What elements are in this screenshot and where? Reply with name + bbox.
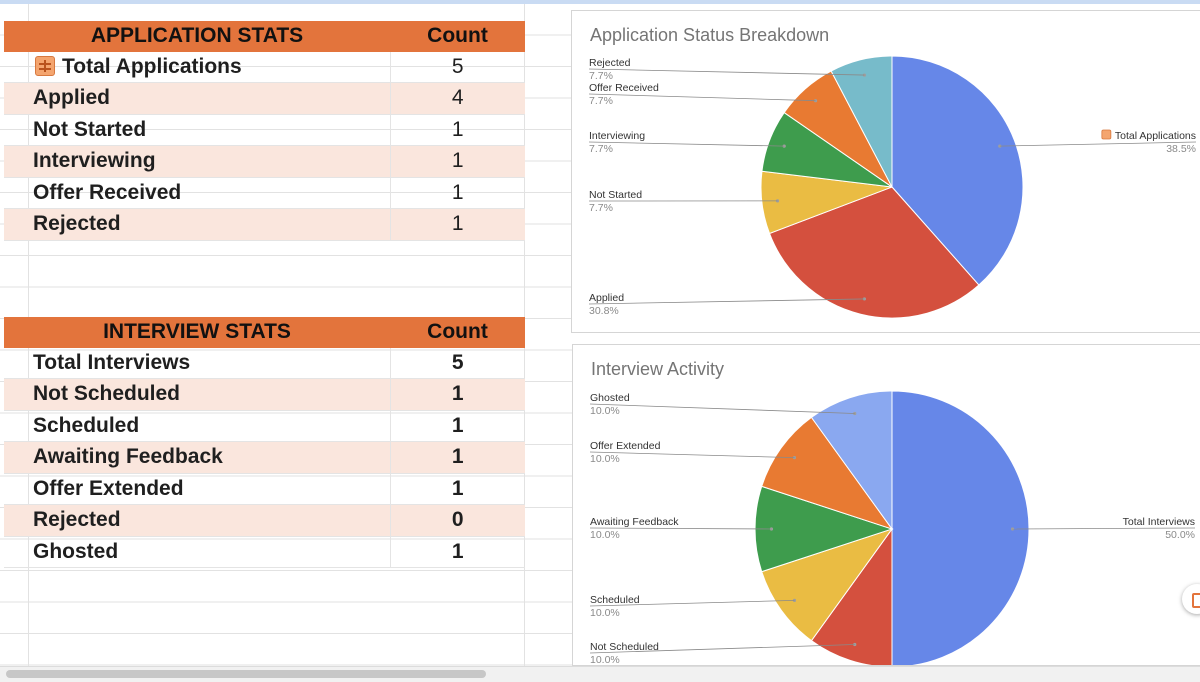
slice-percent-label: 30.8% xyxy=(589,305,619,317)
table-row: Offer Extended 1 xyxy=(4,473,525,505)
row-count[interactable]: 1 xyxy=(390,209,525,241)
slice-label: Not Scheduled xyxy=(590,641,659,653)
slice-percent-label: 50.0% xyxy=(1165,529,1195,541)
slice-label: Not Started xyxy=(589,189,642,201)
slice-percent-label: 38.5% xyxy=(1166,143,1196,155)
leader-line xyxy=(590,452,794,458)
row-label[interactable]: Applied xyxy=(4,83,390,115)
slice-label: Scheduled xyxy=(590,594,640,606)
leader-line xyxy=(589,94,816,101)
slice-label: Applied xyxy=(589,292,624,304)
slice-percent-label: 7.7% xyxy=(589,95,613,107)
table-row: Not Scheduled 1 xyxy=(4,379,525,411)
row-count[interactable]: 1 xyxy=(390,177,525,209)
slice-percent-label: 10.0% xyxy=(590,529,620,541)
row-label[interactable]: Ghosted xyxy=(4,536,390,568)
table-row: Interviewing 1 xyxy=(4,146,525,178)
leader-line xyxy=(589,69,864,75)
row-label: Total Applications xyxy=(62,55,242,78)
row-label[interactable]: Rejected xyxy=(4,505,390,537)
slice-label: Total Applications xyxy=(1115,130,1196,142)
slice-percent-label: 7.7% xyxy=(589,143,613,155)
table-header-row: APPLICATION STATS Count xyxy=(4,21,525,52)
leader-line xyxy=(589,299,864,304)
table-row: Not Started 1 xyxy=(4,114,525,146)
row-count[interactable]: 1 xyxy=(390,473,525,505)
table-header-row: INTERVIEW STATS Count xyxy=(4,317,525,348)
slice-label: Offer Received xyxy=(589,82,659,94)
row-count[interactable]: 5 xyxy=(390,348,525,379)
slice-label: Awaiting Feedback xyxy=(590,516,679,528)
row-label-cell[interactable]: Total Applications xyxy=(4,52,390,83)
table-row: Rejected 0 xyxy=(4,505,525,537)
slice-percent-label: 10.0% xyxy=(590,405,620,417)
row-label[interactable]: Offer Received xyxy=(4,177,390,209)
table-row: Total Interviews 5 xyxy=(4,348,525,379)
row-label[interactable]: Interviewing xyxy=(4,146,390,178)
header-count[interactable]: Count xyxy=(390,317,525,348)
table-row: Applied 4 xyxy=(4,83,525,115)
row-label[interactable]: Not Scheduled xyxy=(4,379,390,411)
slice-label: Interviewing xyxy=(589,130,645,142)
slice-label: Ghosted xyxy=(590,392,630,404)
row-label[interactable]: Scheduled xyxy=(4,410,390,442)
row-count[interactable]: 1 xyxy=(390,410,525,442)
horizontal-scrollbar[interactable] xyxy=(0,666,1200,682)
row-count[interactable]: 1 xyxy=(390,442,525,474)
row-count[interactable]: 5 xyxy=(390,52,525,83)
row-count[interactable]: 1 xyxy=(390,536,525,568)
slice-label: Offer Extended xyxy=(590,440,661,452)
pie-slice[interactable] xyxy=(892,391,1029,666)
slice-percent-label: 7.7% xyxy=(589,70,613,82)
leader-line xyxy=(590,404,855,414)
scrollbar-thumb[interactable] xyxy=(6,670,486,678)
interview-stats-table: INTERVIEW STATS Count Total Interviews 5… xyxy=(4,317,525,568)
row-count[interactable]: 1 xyxy=(390,379,525,411)
slice-percent-label: 10.0% xyxy=(590,607,620,619)
application-stats-table: APPLICATION STATS Count Total Applicatio… xyxy=(4,21,525,241)
table-row: Total Applications 5 xyxy=(4,52,525,83)
row-count[interactable]: 1 xyxy=(390,114,525,146)
header-label[interactable]: APPLICATION STATS xyxy=(4,21,390,52)
table-row: Rejected 1 xyxy=(4,209,525,241)
row-label[interactable]: Not Started xyxy=(4,114,390,146)
header-count[interactable]: Count xyxy=(390,21,525,52)
table-row: Ghosted 1 xyxy=(4,536,525,568)
slice-label: Total Interviews xyxy=(1123,516,1195,528)
table-row: Awaiting Feedback 1 xyxy=(4,442,525,474)
row-label[interactable]: Awaiting Feedback xyxy=(4,442,390,474)
table-icon xyxy=(35,56,55,76)
row-count[interactable]: 1 xyxy=(390,146,525,178)
table-row: Offer Received 1 xyxy=(4,177,525,209)
application-status-chart[interactable]: Application Status Breakdown Total Appli… xyxy=(571,10,1200,333)
row-label[interactable]: Rejected xyxy=(4,209,390,241)
leader-line xyxy=(589,142,784,146)
table-row: Scheduled 1 xyxy=(4,410,525,442)
row-count[interactable]: 4 xyxy=(390,83,525,115)
slice-percent-label: 10.0% xyxy=(590,654,620,666)
row-label[interactable]: Offer Extended xyxy=(4,473,390,505)
row-label[interactable]: Total Interviews xyxy=(4,348,390,379)
header-label[interactable]: INTERVIEW STATS xyxy=(4,317,390,348)
table-icon xyxy=(1102,130,1111,139)
slice-percent-label: 10.0% xyxy=(590,453,620,465)
slice-label: Rejected xyxy=(589,57,631,69)
slice-percent-label: 7.7% xyxy=(589,202,613,214)
row-count[interactable]: 0 xyxy=(390,505,525,537)
